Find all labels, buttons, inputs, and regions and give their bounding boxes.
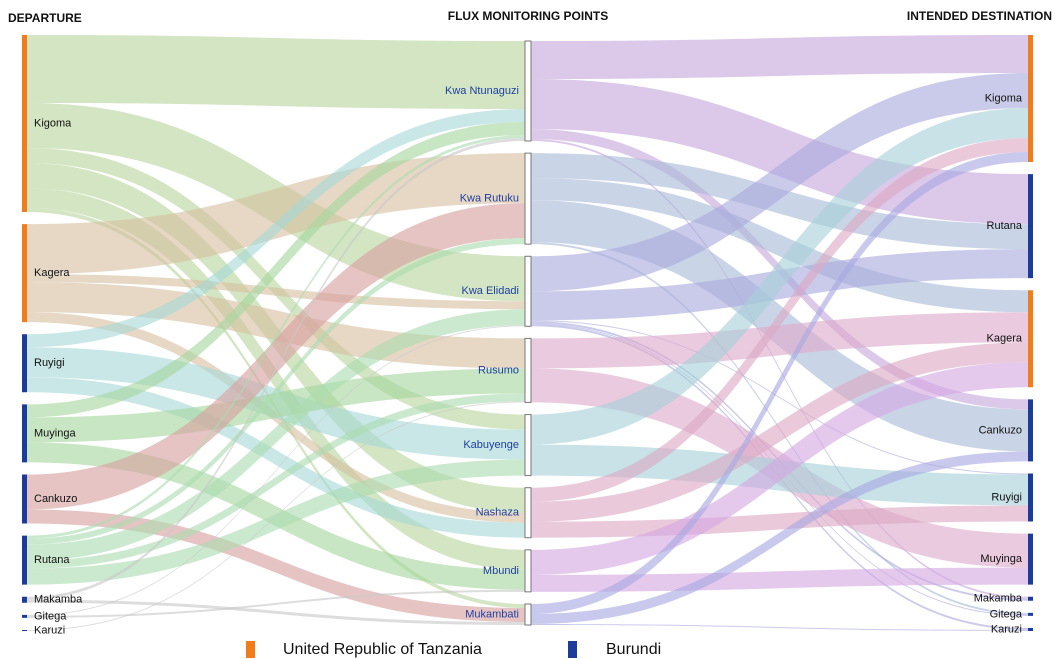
- node-label: Nashaza: [476, 507, 520, 519]
- flow: [531, 624, 1028, 631]
- flow: [27, 238, 525, 545]
- node-label: Kwa Rutuku: [460, 193, 519, 205]
- flow: [531, 342, 1028, 522]
- node-label: Rutana: [34, 554, 70, 566]
- node: [1028, 174, 1033, 279]
- column-title: FLUX MONITORING POINTS: [448, 9, 608, 23]
- node-label: Kwa Elidadi: [462, 285, 519, 297]
- flow: [531, 320, 1028, 475]
- node-label: Makamba: [974, 593, 1023, 605]
- flow: [27, 401, 525, 631]
- node: [524, 549, 532, 593]
- legend-swatch: [568, 641, 577, 658]
- node: [22, 614, 27, 618]
- node: [524, 487, 532, 539]
- node-label: Karuzi: [991, 623, 1022, 635]
- node: [524, 255, 532, 327]
- flow: [531, 312, 1028, 369]
- legend-label: United Republic of Tanzania: [283, 641, 482, 658]
- node-label: Karuzi: [34, 624, 65, 636]
- node-label: Kabuyenge: [463, 439, 519, 451]
- legend-label: Burundi: [606, 641, 661, 658]
- node: [22, 334, 27, 393]
- node-label: Muyinga: [980, 553, 1022, 565]
- node: [1028, 399, 1033, 462]
- node: [524, 414, 532, 477]
- flow: [531, 451, 1028, 624]
- node-label: Gitega: [34, 610, 67, 622]
- node-label: Ruyigi: [991, 491, 1022, 503]
- node: [1028, 290, 1033, 388]
- flow: [27, 135, 525, 539]
- flow: [27, 393, 525, 569]
- node: [524, 337, 532, 403]
- flows: [27, 35, 1028, 631]
- flow: [27, 153, 525, 275]
- nodes: Kigoma Kagera Ruyigi Muyinga Cankuzo Rutana Ma…: [22, 35, 1033, 636]
- flow: [27, 122, 525, 418]
- node-label: Cankuzo: [979, 424, 1022, 436]
- node-label: Makamba: [34, 594, 83, 606]
- node: [1028, 35, 1033, 162]
- node-label: Kagera: [34, 267, 70, 279]
- node: [1028, 596, 1033, 601]
- column-title: INTENDED DESTINATION: [907, 9, 1052, 23]
- flow: [27, 509, 525, 622]
- flow: [531, 73, 1028, 292]
- flow: [531, 35, 1028, 79]
- node-label: Muyinga: [34, 427, 76, 439]
- legend-swatch: [246, 641, 255, 658]
- column-title: DEPARTURE: [8, 11, 82, 25]
- flow: [531, 567, 1028, 592]
- flow: [531, 139, 1028, 599]
- node: [22, 224, 27, 323]
- node: [524, 40, 532, 142]
- flow: [27, 203, 525, 510]
- node-label: Kigoma: [985, 92, 1023, 104]
- node-label: Ruyigi: [34, 357, 65, 369]
- node: [1028, 473, 1033, 522]
- node: [1028, 533, 1033, 585]
- flow: [531, 505, 1028, 538]
- flow: [531, 362, 1028, 575]
- node-label: Cankuzo: [34, 493, 77, 505]
- flow: [531, 108, 1028, 445]
- flow: [27, 35, 525, 109]
- node-label: Mbundi: [483, 565, 519, 577]
- flow: [531, 138, 1028, 502]
- node: [524, 152, 532, 245]
- node: [22, 474, 27, 524]
- flow: [531, 153, 1028, 250]
- node: [22, 535, 27, 585]
- node-label: Kwa Ntunaguzi: [445, 85, 519, 97]
- flow: [27, 459, 525, 585]
- flow: [27, 377, 525, 538]
- node-label: Gitega: [990, 608, 1023, 620]
- node-label: Rutana: [987, 220, 1023, 232]
- node: [22, 404, 27, 463]
- node: [22, 630, 27, 631]
- node: [1028, 628, 1033, 631]
- node-label: Mukambati: [465, 608, 519, 620]
- flow: [27, 589, 525, 618]
- flow: [27, 368, 525, 443]
- node: [22, 35, 27, 212]
- flow: [27, 599, 525, 625]
- flow: [27, 325, 525, 616]
- node-label: Rusumo: [478, 364, 519, 376]
- node: [524, 603, 532, 626]
- flow: [27, 109, 525, 348]
- node: [1028, 612, 1033, 616]
- flow: [27, 274, 525, 310]
- flow: [27, 138, 525, 600]
- flow: [27, 309, 525, 561]
- node: [22, 596, 27, 603]
- node-label: Kagera: [987, 333, 1023, 345]
- flow: [27, 188, 525, 570]
- node-label: Kigoma: [34, 117, 72, 129]
- flow: [531, 152, 1028, 614]
